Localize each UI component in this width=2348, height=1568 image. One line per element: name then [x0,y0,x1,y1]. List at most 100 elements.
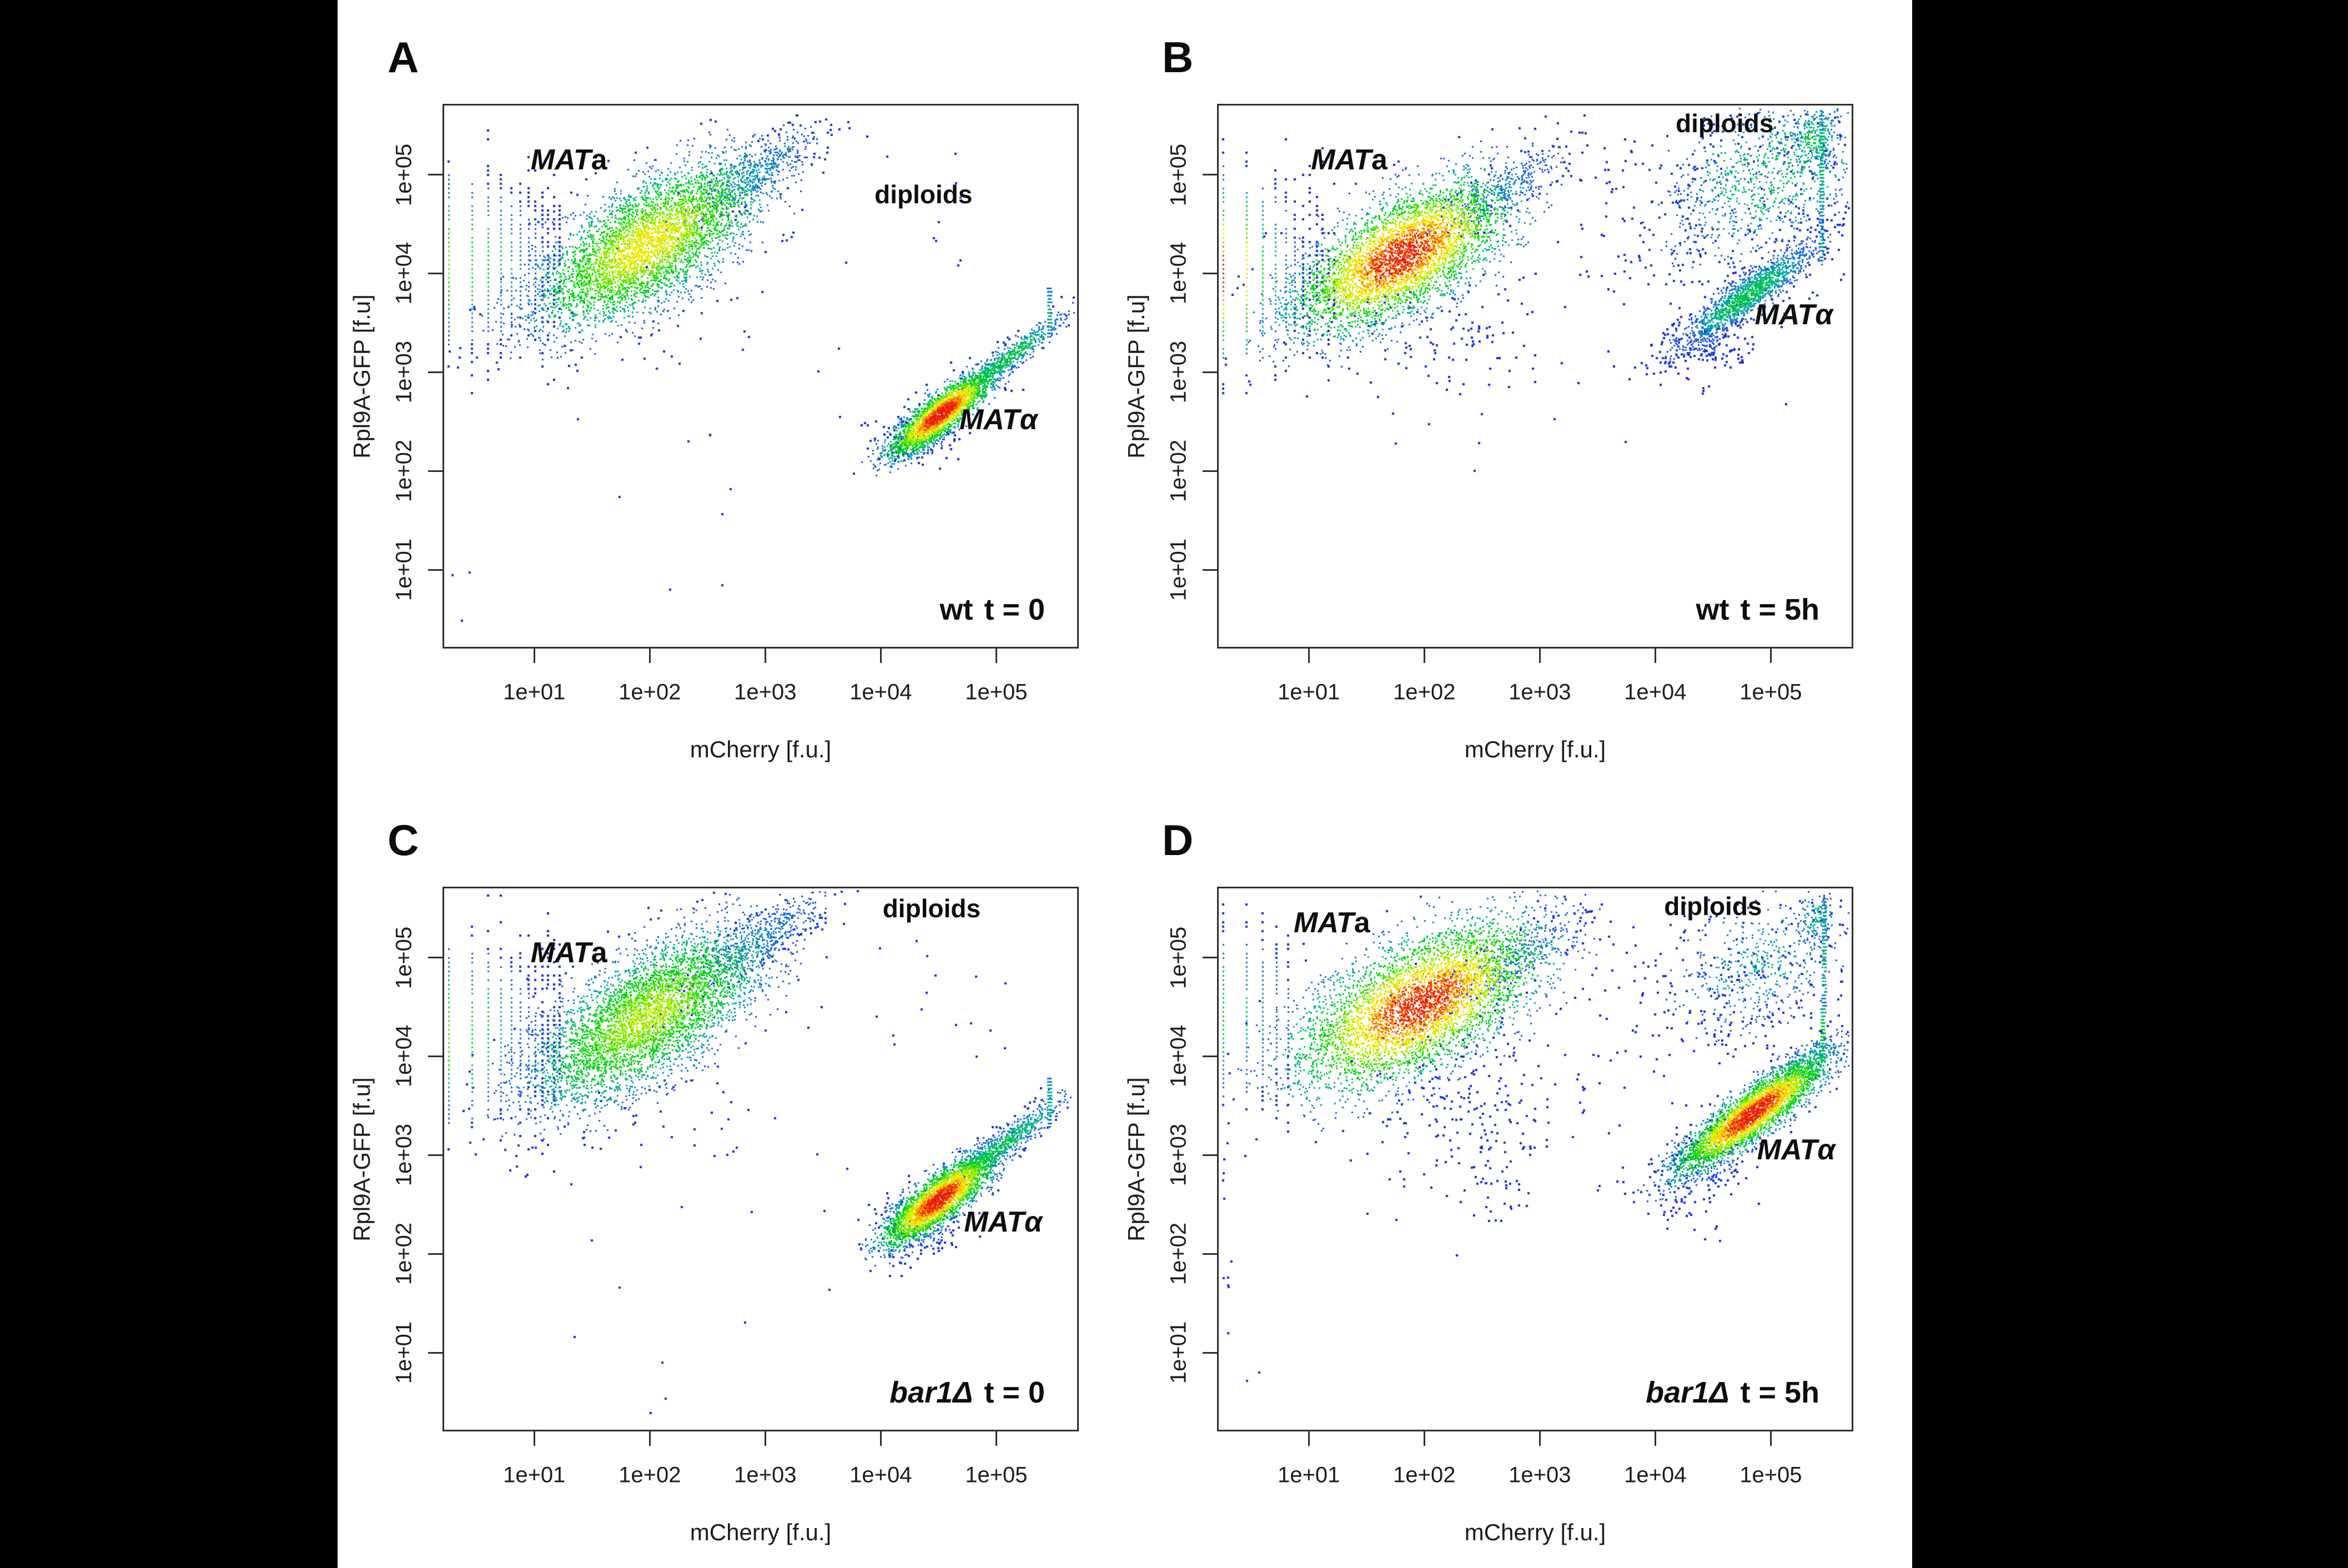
x-tick-label: 1e+03 [1509,680,1571,705]
y-tick [1203,569,1217,571]
density-scatter-canvas [444,888,1077,1430]
y-tick [1203,1351,1217,1354]
y-tick-label: 1e+03 [1166,341,1191,404]
y-tick-label: 1e+03 [1166,1124,1191,1187]
y-tick-label: 1e+01 [391,539,416,601]
x-tick [1654,649,1656,663]
density-scatter-canvas [444,105,1077,647]
x-tick-label: 1e+03 [1509,1463,1571,1487]
condition-annotation: wt t = 0 [939,592,1045,627]
y-tick [428,1351,443,1354]
cluster-label-matalpha-text: α [1019,403,1038,436]
y-tick-label: 1e+01 [1166,539,1191,601]
x-tick-label: 1e+03 [734,680,797,705]
x-tick-label: 1e+04 [1624,1463,1687,1487]
annotation-condition: t = 5h [1740,1376,1819,1409]
cluster-label-mata: MATa [1311,143,1387,177]
cluster-label-matalpha: MATα [959,403,1038,436]
x-tick [533,649,535,663]
cluster-label-mata-text: MAT [530,143,591,176]
cluster-label-mata: MATa [531,936,607,969]
y-tick [428,1154,443,1156]
y-tick-label: 1e+05 [1166,143,1191,206]
x-tick [995,1431,997,1446]
y-tick [428,371,443,373]
x-tick-label: 1e+01 [503,1463,566,1487]
x-axis-title: mCherry [f.u.] [1464,736,1606,762]
condition-annotation: wt t = 5h [1696,592,1819,627]
x-tick-label: 1e+05 [965,1463,1028,1487]
cluster-label-matalpha-text: MAT [959,403,1020,436]
y-tick-label: 1e+04 [391,1025,416,1088]
x-tick [648,1431,651,1446]
x-axis-title: mCherry [f.u.] [690,736,832,762]
cluster-label-matalpha: MATα [1754,298,1833,331]
cluster-label-mata-text: MAT [1294,907,1354,939]
y-axis-title: Rpl9A-GFP [f.u] [349,294,375,459]
x-tick [879,1431,882,1446]
plot-frame [443,104,1079,649]
plot-frame [443,887,1079,1431]
panel-letter: C [388,816,419,865]
x-tick-label: 1e+05 [1739,1463,1802,1487]
annotation-condition: t = 5h [1740,593,1819,626]
y-tick [1203,272,1217,274]
x-tick [1423,649,1425,663]
cluster-label-diploids-text: diploids [1664,892,1762,921]
y-tick [428,569,443,571]
y-tick-label: 1e+04 [1166,242,1191,305]
x-tick [1538,649,1541,663]
y-tick-label: 1e+04 [1166,1025,1191,1088]
cluster-label-mata-text: a [1371,143,1387,176]
condition-annotation: bar1Δ t = 5h [1646,1375,1819,1410]
y-tick-label: 1e+01 [1166,1321,1191,1384]
x-tick [1423,1431,1425,1446]
x-tick-label: 1e+02 [1393,1463,1456,1487]
x-tick [764,649,766,663]
x-tick-label: 1e+02 [1393,680,1456,705]
y-tick-label: 1e+01 [391,1321,416,1384]
x-tick-label: 1e+01 [503,680,566,705]
cluster-label-mata-text: a [591,936,607,969]
x-tick [1769,1431,1772,1446]
annotation-strain: bar1Δ [889,1376,973,1409]
cluster-label-mata-text: MAT [530,936,591,969]
x-tick [1308,649,1310,663]
y-tick [1203,1253,1217,1255]
cluster-label-diploids-text: diploids [1675,109,1774,138]
cluster-label-mata: MATa [1294,906,1370,939]
annotation-strain: wt [1696,593,1729,626]
plot-frame [1217,104,1853,649]
cluster-label-diploids-text: diploids [874,180,973,209]
x-tick-label: 1e+04 [1624,680,1687,705]
x-tick [995,649,997,663]
y-tick [428,1055,443,1057]
cluster-label-diploids: diploids [874,179,972,209]
x-tick-label: 1e+04 [849,680,912,705]
x-tick [1538,1431,1541,1446]
x-tick [879,649,882,663]
y-axis-title: Rpl9A-GFP [f.u] [349,1077,375,1242]
annotation-condition: t = 0 [984,593,1045,626]
x-tick-label: 1e+02 [619,680,681,705]
y-tick-label: 1e+05 [391,143,416,206]
annotation-strain: bar1Δ [1646,1376,1729,1409]
x-tick-label: 1e+02 [619,1463,681,1487]
y-tick-label: 1e+05 [1166,926,1191,989]
x-tick-label: 1e+01 [1278,680,1340,705]
y-tick [1203,470,1217,472]
density-scatter-canvas [1219,105,1852,647]
x-tick [648,649,651,663]
x-tick-label: 1e+03 [734,1463,797,1487]
cluster-label-mata: MATa [531,143,607,177]
y-tick [428,272,443,274]
density-scatter-canvas [1219,888,1852,1430]
x-tick [1654,1431,1656,1446]
y-tick-label: 1e+02 [1166,440,1191,502]
annotation-condition: t = 0 [984,1376,1045,1409]
cluster-label-matalpha-text: α [1024,1206,1043,1239]
y-tick-label: 1e+05 [391,926,416,989]
y-axis-title: Rpl9A-GFP [f.u] [1123,294,1149,459]
x-tick [1308,1431,1310,1446]
x-tick [1769,649,1772,663]
